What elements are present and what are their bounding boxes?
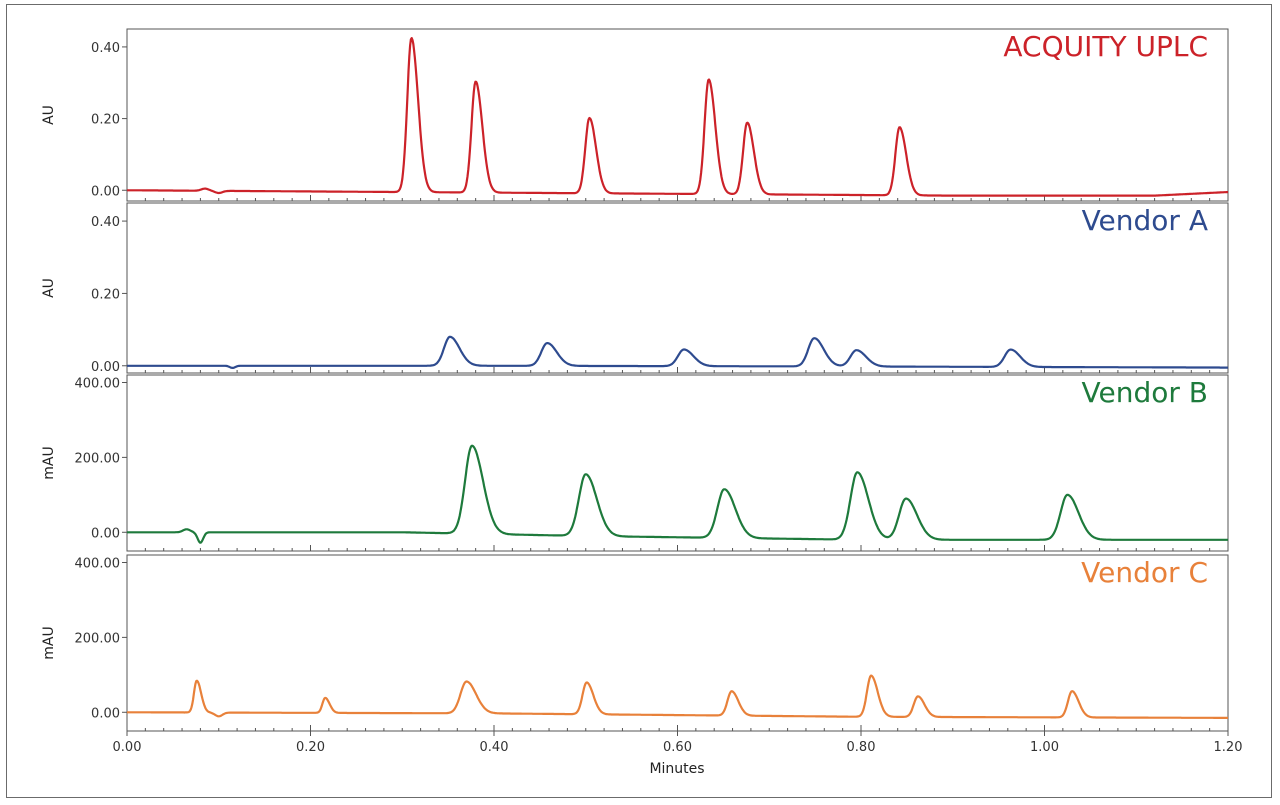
panel-title: ACQUITY UPLC [1003,30,1208,63]
x-tick-label: 1.00 [1030,740,1059,755]
y-axis-title: AU [41,105,57,125]
y-tick-label: 0.00 [91,360,120,375]
figure-frame [6,4,1272,798]
y-tick-label: 0.00 [91,526,120,541]
y-tick-label: 0.40 [91,215,120,230]
panel-frame [126,202,1229,374]
x-tick-label: 0.00 [113,740,142,755]
y-tick-label: 0.20 [91,113,120,128]
y-tick-label: 200.00 [75,631,121,646]
panels-layer: 0.00 0.20 0.40 AU ACQUITY UPLC 0.00 0.20 0.40 AU… [41,28,1229,732]
panel-1: 0.00 0.20 0.40 AU ACQUITY UPLC [41,28,1229,202]
x-tick-label: 0.80 [847,740,876,755]
panel-frame [126,554,1229,732]
y-tick-label: 400.00 [75,376,121,391]
y-axis-title: mAU [41,626,57,659]
x-tick-label: 0.60 [663,740,692,755]
series-line [126,37,1229,197]
panel-frame [126,374,1229,552]
panel-title: Vendor C [1081,556,1208,589]
series-line [126,335,1229,369]
x-axis-title: Minutes [649,761,704,777]
y-tick-label: 0.20 [91,287,120,302]
y-tick-label: 0.00 [91,184,120,199]
y-axis-title: mAU [41,446,57,479]
panel-title: Vendor A [1082,204,1208,237]
y-axis-title: AU [41,278,57,298]
x-tick-label: 1.20 [1214,740,1243,755]
series-line [126,674,1229,719]
panel-2: 0.00 0.20 0.40 AU Vendor A [41,202,1229,375]
x-axis: 0.00 0.20 0.40 0.60 0.80 1.00 1.20 [113,731,1243,755]
y-tick-label: 200.00 [75,451,121,466]
panel-3: 0.00 200.00 400.00 mAU Vendor B [41,374,1229,552]
panel-title: Vendor B [1082,376,1208,409]
y-tick-label: 400.00 [75,556,121,571]
x-tick-label: 0.40 [480,740,509,755]
series-line [126,444,1229,544]
y-tick-label: 0.40 [91,41,120,56]
y-tick-label: 0.00 [91,706,120,721]
x-tick-label: 0.20 [296,740,325,755]
panel-4: 0.00 200.00 400.00 mAU Vendor C [41,554,1229,732]
